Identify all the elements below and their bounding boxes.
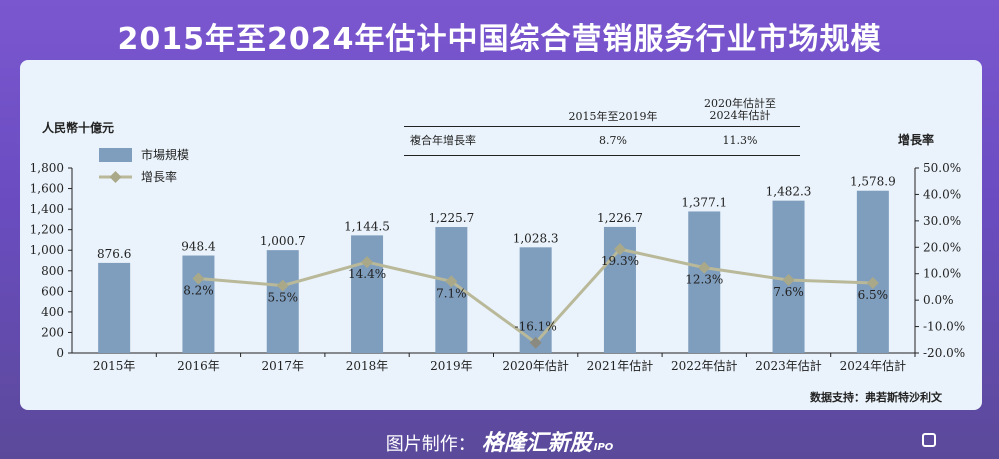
bar-market-size: [266, 250, 299, 353]
logo-g-icon: [922, 433, 936, 447]
right-tick-label: 20.0%: [923, 240, 961, 254]
bar-value-label: 1,578.9: [850, 175, 896, 189]
left-tick-label: 1,000: [30, 243, 64, 257]
x-tick-label: 2022年估計: [671, 358, 738, 373]
source-note: 数据支持：弗若斯特沙利文: [810, 391, 942, 404]
growth-rate-marker: [698, 261, 711, 274]
bar-value-label: 1,000.7: [260, 234, 306, 248]
growth-rate-label: 7.6%: [773, 285, 804, 299]
growth-rate-label: 8.2%: [183, 283, 214, 297]
footer-prefix: 图片制作：: [385, 434, 476, 455]
left-axis-unit: 人民幣十億元: [42, 121, 115, 135]
bar-market-size: [688, 211, 721, 353]
bar-value-label: 1,377.1: [681, 195, 727, 209]
growth-rate-marker: [276, 279, 289, 292]
chart-panel: [20, 60, 982, 410]
x-tick-label: 2015年: [93, 359, 136, 373]
left-tick-label: 800: [41, 264, 64, 278]
growth-rate-label: 19.3%: [601, 254, 639, 268]
bar-value-label: 1,144.5: [344, 219, 390, 233]
legend-bar-swatch: [99, 148, 132, 162]
growth-rate-label: 6.5%: [858, 288, 889, 302]
legend-bar-label: 市場規模: [141, 147, 189, 162]
bar-market-size: [351, 235, 384, 353]
right-tick-label: 0.0%: [923, 293, 954, 307]
growth-rate-label: -16.1%: [515, 320, 557, 334]
x-tick-label: 2017年: [261, 359, 304, 373]
left-tick-label: 400: [41, 305, 64, 319]
right-tick-label: 30.0%: [923, 214, 961, 228]
x-tick-label: 2021年估計: [587, 358, 654, 373]
growth-rate-marker: [192, 272, 205, 285]
corner-logo: [922, 430, 984, 450]
bar-value-label: 948.4: [181, 240, 216, 254]
growth-rate-label: 14.4%: [348, 267, 386, 281]
bar-value-label: 1,226.7: [597, 211, 643, 225]
left-tick-label: 0: [56, 346, 64, 360]
x-tick-label: 2018年: [346, 359, 389, 373]
growth-rate-marker: [866, 276, 879, 289]
left-tick-label: 1,600: [30, 182, 64, 196]
x-tick-label: 2020年估計: [502, 358, 569, 373]
right-axis-unit: 增長率: [898, 133, 935, 147]
growth-rate-label: 5.5%: [268, 291, 299, 305]
bar-market-size: [98, 262, 131, 353]
right-tick-label: 50.0%: [923, 161, 961, 175]
x-tick-label: 2023年估計: [755, 358, 822, 373]
left-tick-label: 200: [41, 325, 64, 339]
page-title: 2015年至2024年估计中国综合营销服务行业市场规模: [117, 22, 882, 57]
footer-credit: 图片制作： 格隆汇新股 IPO: [0, 425, 999, 457]
growth-rate-marker: [613, 243, 626, 256]
x-tick-label: 2016年: [177, 359, 220, 373]
legend-line-label: 增長率: [141, 169, 177, 184]
right-tick-label: -10.0%: [923, 320, 965, 334]
bar-value-label: 1,482.3: [766, 185, 812, 199]
growth-rate-label: 12.3%: [685, 273, 723, 287]
left-tick-label: 600: [41, 284, 64, 298]
growth-rate-marker: [529, 336, 542, 349]
right-tick-label: -20.0%: [923, 346, 965, 360]
bar-market-size: [856, 190, 889, 353]
growth-rate-marker: [445, 275, 458, 288]
x-tick-label: 2019年: [430, 359, 473, 373]
growth-rate-marker: [361, 256, 374, 269]
bar-value-label: 1,225.7: [428, 211, 474, 225]
growth-rate-label: 7.1%: [436, 286, 467, 300]
bar-market-size: [182, 255, 215, 353]
footer-brand: 格隆汇新股: [481, 431, 592, 456]
right-tick-label: 10.0%: [923, 267, 961, 281]
bar-value-label: 876.6: [97, 247, 131, 261]
left-tick-label: 1,800: [30, 161, 64, 175]
right-tick-label: 40.0%: [923, 187, 961, 201]
x-tick-label: 2024年估計: [840, 358, 907, 373]
bar-value-label: 1,028.3: [513, 231, 559, 245]
growth-rate-marker: [782, 274, 795, 287]
footer-ipo: IPO: [593, 442, 614, 453]
left-tick-label: 1,200: [30, 223, 64, 237]
left-tick-label: 1,400: [30, 202, 64, 216]
legend-line-marker: [109, 171, 122, 183]
